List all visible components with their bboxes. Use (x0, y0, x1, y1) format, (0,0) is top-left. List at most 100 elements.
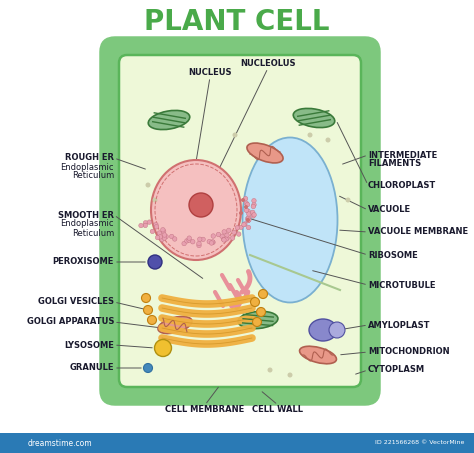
Ellipse shape (201, 237, 205, 241)
Ellipse shape (150, 229, 155, 234)
Ellipse shape (153, 198, 157, 202)
Ellipse shape (252, 202, 256, 207)
FancyBboxPatch shape (101, 38, 379, 404)
Ellipse shape (147, 220, 152, 224)
Ellipse shape (139, 223, 143, 228)
Text: GOLGI VESICLES: GOLGI VESICLES (38, 298, 114, 307)
Ellipse shape (154, 225, 159, 229)
Ellipse shape (191, 240, 195, 244)
Ellipse shape (211, 240, 215, 245)
Ellipse shape (209, 241, 214, 245)
Ellipse shape (211, 234, 216, 238)
Ellipse shape (242, 222, 246, 227)
Ellipse shape (246, 212, 251, 216)
Ellipse shape (221, 237, 226, 241)
Ellipse shape (184, 239, 189, 243)
Ellipse shape (225, 236, 229, 241)
Ellipse shape (216, 232, 221, 237)
Ellipse shape (142, 294, 151, 303)
Ellipse shape (346, 198, 350, 202)
Ellipse shape (157, 231, 162, 235)
Text: VACUOLE MEMBRANE: VACUOLE MEMBRANE (368, 227, 468, 236)
Text: AMYLOPLAST: AMYLOPLAST (368, 321, 430, 329)
Ellipse shape (187, 238, 191, 242)
Ellipse shape (220, 234, 224, 239)
Ellipse shape (173, 237, 177, 241)
Text: CHLOROPLAST: CHLOROPLAST (368, 180, 436, 189)
Ellipse shape (251, 204, 255, 209)
Ellipse shape (222, 230, 227, 234)
Ellipse shape (232, 230, 237, 235)
Text: GOLGI APPARATUS: GOLGI APPARATUS (27, 318, 114, 327)
Ellipse shape (210, 240, 215, 244)
Text: ID 221566268 © VectorMine: ID 221566268 © VectorMine (375, 440, 465, 445)
Ellipse shape (170, 234, 174, 239)
Text: Reticulum: Reticulum (72, 228, 114, 237)
Ellipse shape (233, 132, 237, 138)
Ellipse shape (244, 205, 248, 209)
Ellipse shape (160, 237, 164, 242)
Text: MITOCHONDRION: MITOCHONDRION (368, 347, 450, 357)
Ellipse shape (182, 241, 186, 246)
Ellipse shape (189, 193, 213, 217)
Ellipse shape (148, 255, 162, 269)
Ellipse shape (252, 212, 256, 217)
Ellipse shape (198, 237, 202, 241)
Ellipse shape (329, 322, 345, 338)
Ellipse shape (207, 239, 211, 244)
Ellipse shape (151, 160, 241, 260)
Ellipse shape (144, 305, 153, 314)
Text: ROUGH ER: ROUGH ER (65, 154, 114, 163)
Text: CYTOPLASM: CYTOPLASM (368, 366, 425, 375)
Ellipse shape (147, 315, 156, 324)
Ellipse shape (253, 318, 262, 327)
Ellipse shape (143, 223, 147, 228)
Ellipse shape (155, 339, 172, 357)
Ellipse shape (246, 218, 250, 222)
Ellipse shape (155, 235, 160, 240)
Ellipse shape (247, 143, 283, 163)
Text: NUCLEUS: NUCLEUS (188, 68, 232, 77)
Ellipse shape (162, 236, 167, 240)
Text: NUCLEOLUS: NUCLEOLUS (240, 59, 296, 68)
Ellipse shape (158, 235, 163, 239)
Ellipse shape (230, 236, 235, 240)
Text: LYSOSOME: LYSOSOME (64, 341, 114, 350)
Ellipse shape (326, 138, 330, 143)
Ellipse shape (250, 298, 259, 307)
Ellipse shape (197, 243, 201, 248)
Text: FILAMENTS: FILAMENTS (368, 159, 421, 169)
Ellipse shape (246, 225, 251, 230)
Ellipse shape (235, 226, 240, 230)
Text: INTERMEDIATE: INTERMEDIATE (368, 150, 437, 159)
Ellipse shape (288, 372, 292, 377)
FancyBboxPatch shape (119, 55, 361, 387)
Ellipse shape (246, 218, 251, 222)
Ellipse shape (300, 346, 337, 364)
Ellipse shape (243, 196, 248, 201)
Ellipse shape (252, 198, 256, 203)
Ellipse shape (164, 234, 168, 239)
Ellipse shape (224, 237, 228, 241)
Ellipse shape (246, 216, 251, 220)
Ellipse shape (251, 214, 255, 218)
Ellipse shape (161, 229, 166, 234)
Ellipse shape (222, 238, 226, 242)
Ellipse shape (245, 202, 250, 207)
Ellipse shape (308, 132, 312, 138)
Bar (0, 433, 474, 453)
Ellipse shape (246, 218, 250, 223)
Ellipse shape (148, 111, 190, 130)
Ellipse shape (243, 222, 247, 226)
Ellipse shape (187, 236, 191, 241)
Text: Reticulum: Reticulum (72, 172, 114, 180)
Text: RIBOSOME: RIBOSOME (368, 251, 418, 260)
Ellipse shape (256, 308, 265, 317)
Ellipse shape (246, 209, 250, 213)
Ellipse shape (238, 225, 243, 230)
Text: CELL MEMBRANE: CELL MEMBRANE (165, 405, 245, 414)
Ellipse shape (154, 222, 158, 227)
Ellipse shape (238, 311, 278, 328)
Ellipse shape (225, 233, 229, 237)
Text: PLANT CELL: PLANT CELL (144, 8, 330, 36)
